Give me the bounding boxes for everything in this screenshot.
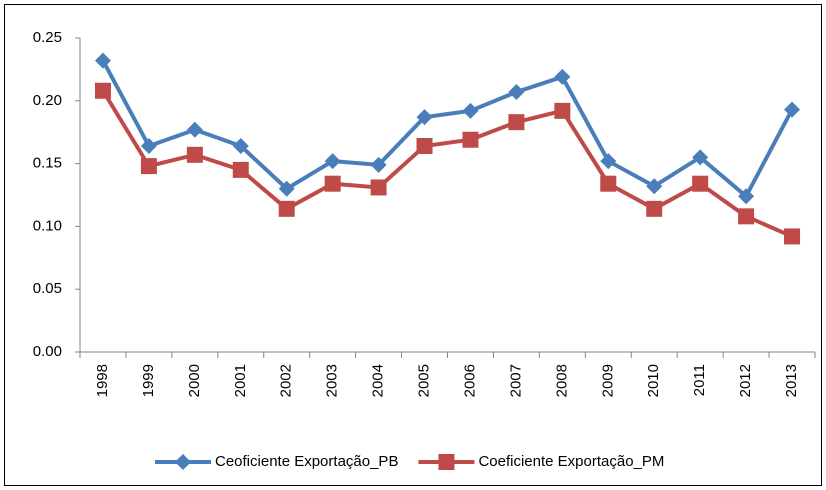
data-point [738, 208, 755, 225]
frame [4, 4, 822, 486]
x-tick-label: 2002 [278, 364, 295, 397]
legend-marker [438, 454, 455, 470]
data-point [186, 121, 203, 138]
legend-label: Coeficiente Exportação_PM [478, 453, 664, 470]
x-tick-label: 2008 [553, 364, 570, 397]
data-point [508, 114, 525, 131]
x-tick-label: 2006 [461, 364, 478, 397]
x-tick-label: 2012 [737, 364, 754, 397]
data-point [600, 153, 617, 170]
x-tick-label: 1998 [94, 364, 111, 397]
x-tick-label: 2000 [186, 364, 203, 397]
data-point [278, 200, 295, 217]
data-point [646, 178, 663, 195]
data-point [784, 228, 801, 245]
data-point [324, 153, 341, 170]
x-tick-label: 2013 [783, 364, 800, 397]
y-tick-label: 0.05 [33, 280, 62, 297]
data-point [554, 102, 571, 119]
data-point [416, 138, 433, 155]
data-point [692, 149, 709, 166]
data-point [140, 138, 157, 155]
data-point [232, 161, 249, 178]
data-point [646, 200, 663, 217]
data-point [232, 138, 249, 155]
data-point [140, 158, 157, 175]
y-tick-label: 0.25 [33, 29, 62, 46]
x-tick-label: 2011 [691, 364, 708, 396]
x-tick-label: 2003 [324, 364, 341, 397]
data-point [416, 109, 433, 126]
series-line [101, 89, 793, 239]
series-line [101, 59, 794, 200]
data-point [370, 156, 387, 173]
data-point [692, 175, 709, 192]
x-tick-label: 2007 [507, 364, 524, 397]
x-tick-label: 2005 [416, 364, 433, 397]
data-point [94, 82, 111, 99]
data-point [462, 131, 479, 148]
x-tick-label: 2009 [599, 364, 616, 397]
data-point [278, 180, 295, 197]
data-point [186, 146, 203, 163]
data-point [738, 188, 755, 205]
data-point [370, 179, 387, 196]
legend-label: Ceoficiente Exportação_PB [215, 453, 398, 470]
x-tick-label: 2001 [232, 364, 249, 397]
x-tick-label: 2010 [645, 364, 662, 397]
x-tick-label: 2004 [370, 364, 387, 397]
y-tick-label: 0.20 [33, 92, 62, 109]
x-tick-label: 1999 [140, 364, 157, 397]
y-tick-label: 0.00 [33, 343, 62, 360]
data-point [324, 175, 341, 192]
data-point [508, 84, 525, 101]
data-point [462, 102, 479, 119]
data-point [94, 52, 111, 69]
legend-marker [175, 454, 191, 470]
y-tick-label: 0.15 [33, 155, 62, 172]
data-point [600, 175, 617, 192]
y-tick-label: 0.10 [33, 217, 62, 234]
data-point [554, 68, 571, 85]
data-point [784, 101, 801, 118]
